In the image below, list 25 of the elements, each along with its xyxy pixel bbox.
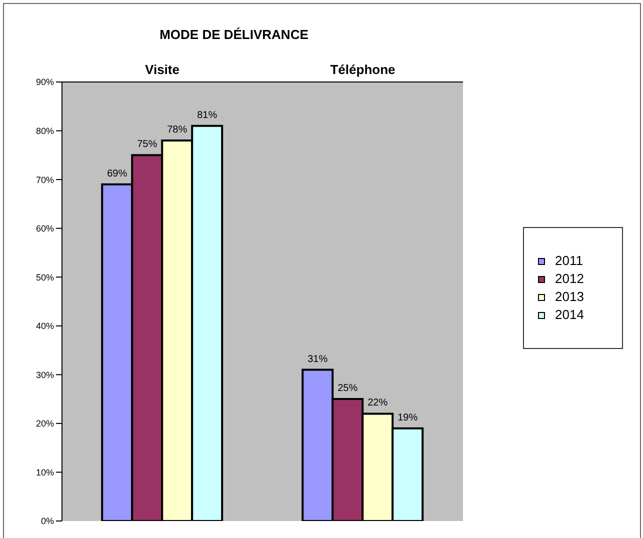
- chart-title: MODE DE DÉLIVRANCE: [158, 27, 310, 42]
- data-label: 75%: [137, 139, 158, 150]
- y-tick-label: 30%: [36, 370, 54, 380]
- data-label: 81%: [197, 110, 218, 121]
- y-tick-label: 80%: [36, 126, 54, 136]
- y-tick-label: 50%: [36, 272, 54, 282]
- legend-label: 2011: [555, 252, 583, 270]
- y-tick-label: 90%: [36, 77, 54, 88]
- y-tick-label: 40%: [36, 321, 54, 332]
- legend-label: 2013: [555, 288, 584, 306]
- data-label: 25%: [338, 383, 358, 394]
- legend-label: 2012: [555, 270, 584, 288]
- data-label: 78%: [167, 124, 188, 136]
- data-label: 31%: [308, 354, 328, 365]
- data-label: 69%: [107, 168, 128, 180]
- data-label: 22%: [368, 398, 388, 409]
- y-tick-label: 10%: [36, 467, 54, 478]
- y-tick-label: 70%: [36, 174, 54, 185]
- x-tick-label: Téléphone: [330, 62, 396, 77]
- x-tick-label: Visite: [145, 62, 180, 77]
- y-tick-label: 0%: [40, 516, 54, 526]
- data-label: 19%: [398, 412, 418, 424]
- y-tick-label: 20%: [36, 418, 54, 429]
- y-tick-label: 60%: [36, 224, 54, 234]
- legend-label: 2014: [555, 306, 584, 324]
